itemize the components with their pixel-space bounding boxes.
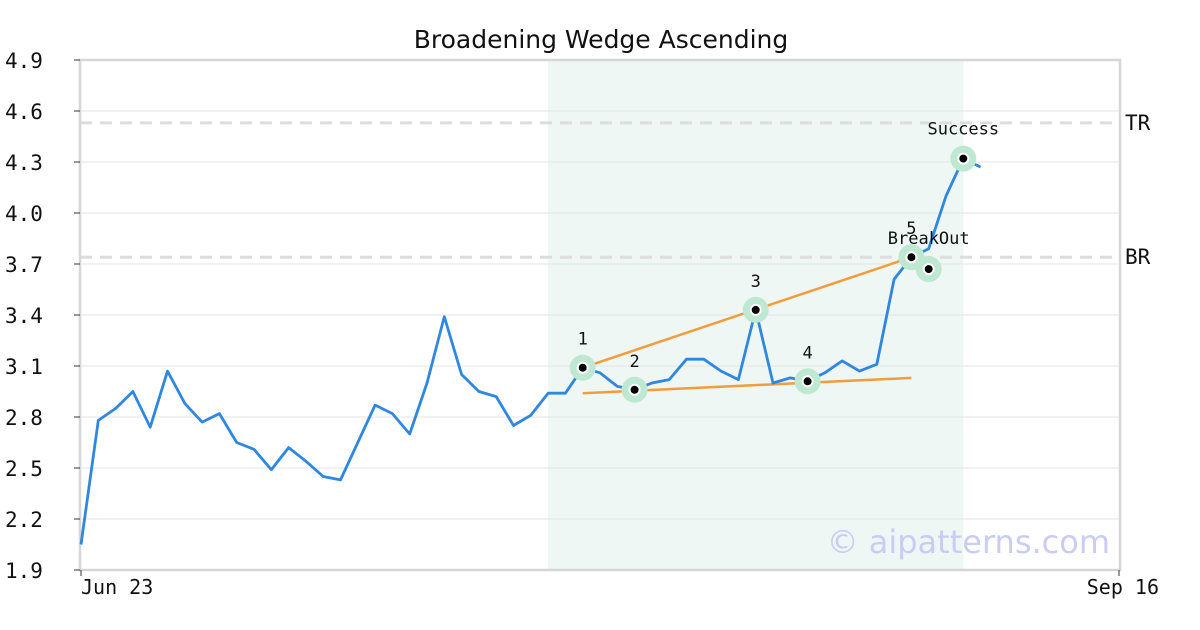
annotation-label: BreakOut	[888, 229, 970, 249]
pattern-point-dot	[749, 303, 762, 316]
pattern-point-label: 4	[802, 343, 812, 363]
chart-title: Broadening Wedge Ascending	[414, 25, 789, 54]
y-tick-label: 4.0	[5, 202, 43, 226]
pattern-point-label: 3	[751, 272, 761, 292]
price-line	[79, 157, 982, 545]
y-tick-label: 4.3	[5, 151, 43, 175]
pattern-point-dot	[628, 383, 641, 396]
y-tick-label: 3.4	[5, 304, 43, 328]
y-tick-label: 2.2	[5, 508, 43, 532]
y-tick-label: 4.6	[5, 100, 43, 124]
y-tick-label: 2.5	[5, 457, 43, 481]
pattern-point-dot	[905, 251, 918, 264]
level-label: TR	[1125, 111, 1151, 135]
x-tick-label: Jun 23	[81, 575, 153, 599]
y-tick-label: 1.9	[5, 559, 43, 583]
annotation-point-dot	[922, 263, 935, 276]
levels-layer: TR BR	[80, 111, 1151, 269]
y-tick-label: 3.7	[5, 253, 43, 277]
pattern-point-label: 2	[629, 352, 639, 372]
pattern-point-dot	[801, 375, 814, 388]
pattern-point-label: 5	[906, 219, 916, 239]
y-axis: 1.9 2.2 2.5 2.8 3.1 3.4 3.7 4.0 4.3 4.6 4.9	[5, 49, 80, 583]
annotation-label: Success	[927, 120, 999, 140]
y-tick-label: 2.8	[5, 406, 43, 430]
y-tick-label: 4.9	[5, 49, 43, 73]
x-tick-label: Sep 16	[1087, 575, 1159, 599]
annotation-point-dot	[957, 152, 970, 165]
level-label: BR	[1125, 245, 1151, 269]
watermark: © aipatterns.com	[827, 523, 1110, 561]
pattern-point-dot	[576, 361, 589, 374]
pattern-point-label: 1	[578, 330, 588, 350]
x-axis: Jun 23 Sep 16	[80, 570, 1159, 599]
series-layer	[79, 157, 982, 545]
y-tick-label: 3.1	[5, 355, 43, 379]
